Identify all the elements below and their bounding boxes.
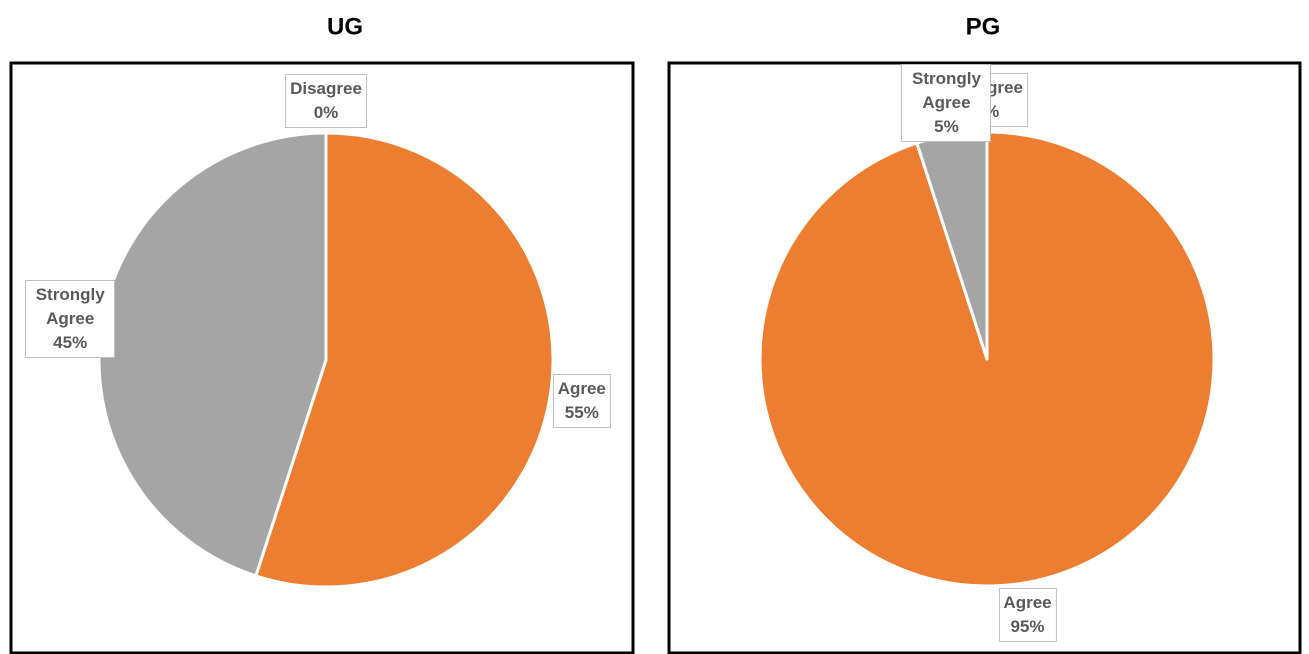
data-label: Agree 55%: [552, 373, 611, 428]
data-label: Disagree 0%: [285, 74, 367, 128]
chart-frame: [667, 61, 1302, 654]
label-value: 0%: [313, 103, 339, 122]
label-value: 45%: [53, 333, 88, 353]
pie-slice: [254, 131, 555, 589]
chart-frame: [9, 61, 635, 654]
label-category: Agree: [1003, 592, 1052, 612]
label-category: Strongly Agree: [911, 69, 981, 113]
label-category: Agree: [557, 378, 606, 398]
label-value: 5%: [934, 117, 959, 137]
chart-title: PG: [966, 13, 1001, 40]
label-value: 95%: [1010, 616, 1045, 636]
chart-title: UG: [327, 13, 363, 40]
label-category: Disagree: [290, 79, 362, 98]
label-category: Strongly Agree: [35, 285, 105, 329]
data-label: Agree 95%: [998, 587, 1057, 642]
data-label: Strongly Agree 5%: [901, 64, 992, 143]
data-label: Strongly Agree 45%: [25, 280, 116, 359]
label-value: 55%: [564, 402, 599, 422]
